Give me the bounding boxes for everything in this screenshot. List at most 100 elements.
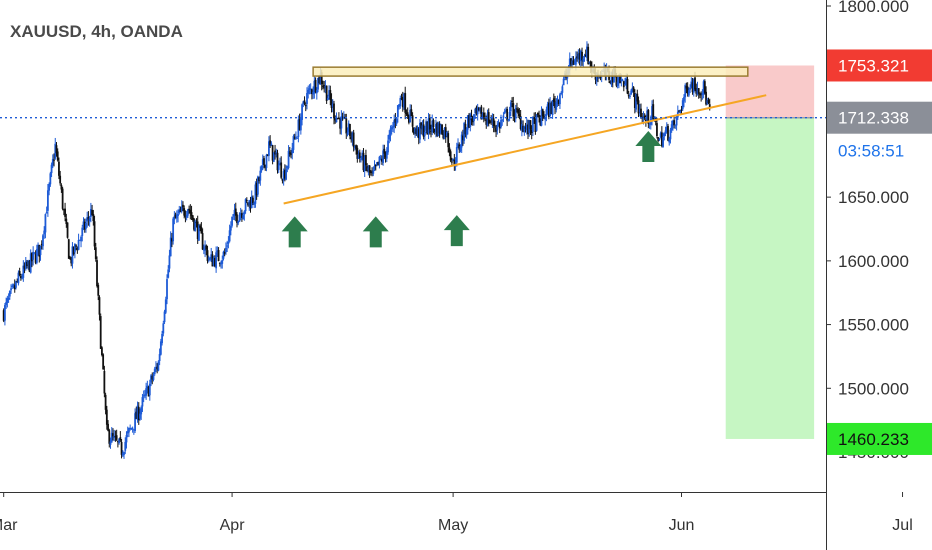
candle-body <box>75 245 78 247</box>
candle-body <box>283 169 286 179</box>
candle-body <box>13 285 16 290</box>
candle-body <box>248 200 251 205</box>
candle-body <box>347 123 350 132</box>
candle-body <box>352 132 355 148</box>
candle-body <box>6 298 9 303</box>
candle-body <box>539 117 542 126</box>
candle-body <box>159 341 162 355</box>
candle-body <box>11 285 14 287</box>
candle-body <box>625 78 628 86</box>
candle-body <box>626 78 629 94</box>
candle-body <box>506 108 509 121</box>
candle-body <box>186 209 189 216</box>
candle-body <box>139 413 141 419</box>
candle-body <box>436 122 439 136</box>
candle-body <box>551 100 554 116</box>
candle-body <box>460 134 463 148</box>
candle-body <box>486 113 489 126</box>
candle-body <box>441 124 443 135</box>
candle-body <box>464 123 467 135</box>
candle-body <box>150 375 152 383</box>
candle-body <box>562 78 565 86</box>
candle-body <box>384 151 387 158</box>
candle-body <box>668 138 671 143</box>
candle-body <box>432 120 435 128</box>
candle-body <box>239 212 242 216</box>
candle-body <box>643 115 646 119</box>
candle-body <box>128 427 130 433</box>
candle-body <box>529 120 532 130</box>
candle-body <box>169 237 172 257</box>
candle-body <box>15 281 17 288</box>
candle-body <box>189 209 192 214</box>
candle-body <box>611 73 614 83</box>
candle-body <box>426 121 429 135</box>
candle-body <box>38 244 41 257</box>
candle-body <box>507 119 510 121</box>
candle-body <box>412 127 415 134</box>
candle-body <box>589 61 592 68</box>
candle-body <box>586 46 588 58</box>
candle-body <box>227 241 230 244</box>
candle-body <box>55 145 58 154</box>
candle-body <box>369 172 372 174</box>
candle-body <box>616 81 619 86</box>
candle-body <box>514 107 517 119</box>
candle-body <box>290 152 292 156</box>
candle-body <box>339 118 342 129</box>
candle-body <box>653 117 656 119</box>
candle-body <box>313 80 316 94</box>
x-tick-label: Jun <box>669 517 695 534</box>
candle-body <box>546 104 549 110</box>
candle-body <box>325 85 328 101</box>
candle-body <box>314 79 317 93</box>
candle-body <box>201 233 204 250</box>
candle-body <box>293 137 296 139</box>
candle-body <box>520 124 523 131</box>
candle-body <box>77 240 80 250</box>
candle-body <box>406 112 409 117</box>
candle-body <box>119 437 122 441</box>
candle-body <box>220 262 222 265</box>
candle-body <box>104 394 107 410</box>
candle-body <box>581 51 583 61</box>
candle-body <box>198 225 200 241</box>
candle-body <box>657 137 660 141</box>
candle-body <box>156 366 159 370</box>
candle-body <box>636 93 639 102</box>
candle-body <box>142 395 145 397</box>
y-tick-label: 1650.000 <box>838 188 909 207</box>
candle-body <box>361 152 364 160</box>
candle-body <box>269 140 272 146</box>
candle-body <box>431 120 434 133</box>
candle-body <box>411 115 414 127</box>
candle-body <box>659 133 662 138</box>
candle-body <box>334 117 337 121</box>
target-price-tag-bg <box>827 422 932 455</box>
candle-body <box>536 112 539 116</box>
candle-body <box>335 116 338 123</box>
candle-body <box>556 98 559 102</box>
candle-body <box>173 216 176 220</box>
candle-body <box>229 226 232 231</box>
candle-body <box>306 93 308 104</box>
candle-body <box>469 114 472 127</box>
candle-body <box>188 208 191 211</box>
x-tick-label: Mar <box>0 517 18 534</box>
candle-body <box>346 132 349 134</box>
candle-body <box>350 136 353 140</box>
candle-body <box>450 161 453 163</box>
candle-body <box>561 86 564 93</box>
candle-body <box>281 178 284 181</box>
candle-body <box>380 159 383 162</box>
candle-body <box>518 113 521 116</box>
candle-body <box>479 107 482 111</box>
y-tick-label: 1550.000 <box>838 316 909 335</box>
candle-body <box>457 143 459 148</box>
candle-body <box>4 305 6 321</box>
candle-body <box>59 175 62 184</box>
candle-body <box>81 227 84 236</box>
current-price-tag-bg <box>827 101 932 134</box>
candle-body <box>129 428 132 430</box>
